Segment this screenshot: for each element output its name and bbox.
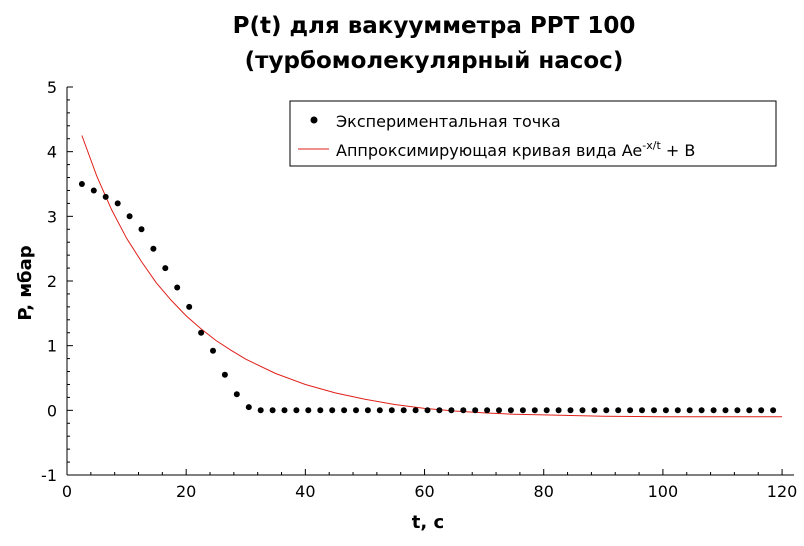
data-point: [388, 407, 395, 414]
data-point: [281, 407, 288, 414]
data-point: [555, 407, 562, 414]
data-point: [615, 407, 622, 414]
legend: Экспериментальная точка Аппроксимирующая…: [289, 100, 777, 167]
data-point: [770, 407, 777, 414]
y-tick-label: 4: [47, 143, 57, 162]
data-point: [162, 265, 169, 272]
data-point: [341, 407, 348, 414]
data-point: [186, 303, 193, 310]
legend-curve-label: Аппроксимирующая кривая вида Ae-x/t + B: [336, 139, 695, 160]
y-axis: -1 0 1 2 3 4 5: [41, 78, 73, 485]
data-point: [269, 407, 276, 414]
data-point: [150, 245, 157, 252]
data-point: [639, 407, 645, 414]
y-tick-label: 5: [47, 78, 57, 97]
y-tick-label: 1: [47, 337, 57, 356]
data-point: [364, 407, 371, 414]
legend-curve-label-main: Аппроксимирующая кривая вида Ae: [336, 141, 642, 160]
data-point: [210, 347, 216, 354]
data-point: [376, 407, 383, 414]
legend-points-label: Экспериментальная точка: [336, 112, 561, 131]
data-point: [353, 407, 359, 414]
data-point: [198, 329, 205, 336]
data-point: [496, 407, 502, 414]
data-point: [293, 407, 300, 414]
legend-point-marker: [310, 116, 318, 124]
data-point: [543, 407, 550, 414]
data-point: [746, 407, 753, 414]
data-point: [329, 407, 336, 414]
data-point: [662, 407, 669, 414]
data-point: [138, 226, 145, 233]
data-point: [317, 407, 324, 414]
data-point: [245, 404, 252, 411]
x-axis-label: t, с: [412, 512, 444, 533]
data-point: [460, 407, 467, 414]
data-point: [567, 407, 574, 414]
x-tick-label: 0: [62, 482, 72, 501]
fit-curve: [81, 135, 783, 418]
data-point: [651, 407, 657, 414]
chart-title: P(t) для вакуумметра PPT 100: [233, 13, 636, 39]
x-axis: 0 20 40 60 80 100 120: [62, 469, 797, 501]
data-point: [519, 407, 526, 414]
data-point: [734, 407, 741, 414]
data-point: [436, 407, 443, 414]
data-point: [90, 187, 97, 194]
data-point: [400, 407, 407, 414]
x-tick-label: 100: [648, 482, 679, 501]
data-point: [484, 407, 491, 414]
data-point: [722, 407, 729, 414]
data-point: [627, 407, 634, 414]
y-tick-label: 2: [47, 272, 57, 291]
data-point: [448, 407, 455, 414]
data-point: [507, 407, 514, 414]
data-point: [174, 284, 181, 291]
legend-box: [289, 100, 777, 167]
y-tick-label: 3: [47, 207, 57, 226]
data-point: [424, 407, 431, 414]
legend-curve-label-sup: -x/t: [642, 139, 661, 152]
data-point: [412, 407, 419, 414]
data-point: [126, 213, 133, 220]
data-point: [102, 193, 109, 200]
data-point: [686, 407, 693, 414]
plot-area: [78, 135, 783, 418]
legend-curve-label-tail: + B: [661, 141, 696, 160]
data-point: [233, 391, 240, 398]
x-tick-label: 120: [767, 482, 798, 501]
data-point: [531, 407, 538, 414]
y-tick-label: 0: [47, 401, 57, 420]
data-point: [603, 407, 610, 414]
y-tick-label: -1: [41, 466, 57, 485]
data-point: [78, 181, 85, 187]
x-tick-label: 60: [414, 482, 434, 501]
data-point: [710, 407, 717, 414]
data-point: [698, 407, 705, 414]
data-point: [674, 407, 681, 414]
data-point: [579, 407, 586, 414]
x-tick-label: 80: [534, 482, 554, 501]
data-point: [114, 200, 121, 207]
data-point: [221, 371, 228, 378]
x-tick-label: 20: [176, 482, 196, 501]
data-point: [591, 407, 598, 414]
chart-subtitle: (турбомолекулярный насос): [245, 48, 624, 74]
data-point: [472, 407, 479, 414]
x-tick-label: 40: [295, 482, 315, 501]
data-point: [758, 407, 765, 414]
y-axis-label: P, мбар: [15, 245, 36, 320]
data-point: [257, 407, 264, 414]
data-point: [305, 407, 312, 414]
